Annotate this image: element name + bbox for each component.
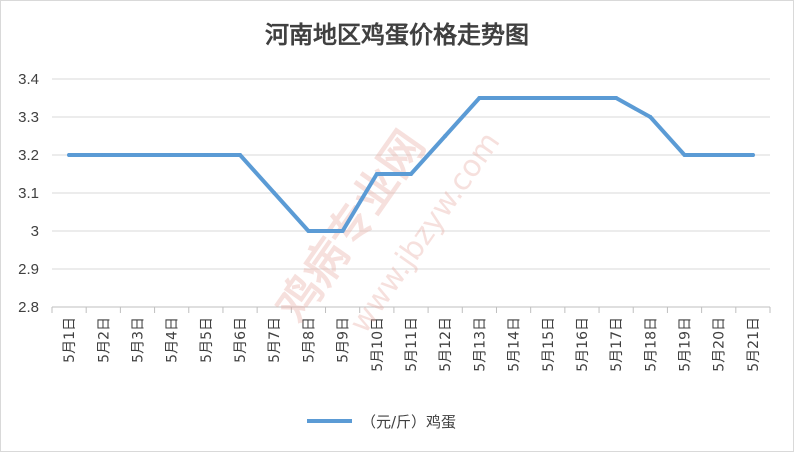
- x-tick-label: 5月20日: [712, 317, 728, 372]
- x-tick-label: 5月2日: [96, 317, 112, 363]
- x-tick-label: 5月7日: [267, 317, 283, 363]
- series-layer: [67, 96, 755, 233]
- data-point: [579, 96, 584, 100]
- data-point: [614, 96, 619, 100]
- legend-label: （元/斤）鸡蛋: [361, 413, 456, 431]
- legend: （元/斤）鸡蛋: [307, 413, 456, 431]
- data-point: [511, 96, 516, 100]
- x-tick-label: 5月4日: [165, 317, 181, 363]
- x-tick-label: 5月19日: [678, 317, 694, 372]
- data-point: [272, 191, 277, 195]
- y-tick-label: 3.4: [18, 71, 39, 88]
- data-point: [203, 153, 208, 157]
- y-tick-label: 3.3: [18, 109, 39, 126]
- data-point: [682, 153, 687, 157]
- data-point: [409, 172, 413, 176]
- x-tick-label: 5月18日: [643, 317, 659, 372]
- grid-lines: [52, 78, 770, 270]
- x-axis-ticks: 5月1日 5月2日 5月3日 5月4日 5月5日 5月6日 5月7日 5月8日 5月9日 5月10…: [62, 317, 762, 372]
- x-tick-label: 5月5日: [199, 317, 215, 363]
- x-tick-label: 5月15日: [541, 317, 557, 372]
- x-tick-label: 5月14日: [507, 317, 523, 372]
- data-point: [750, 153, 755, 157]
- data-point: [101, 153, 106, 157]
- x-tick-label: 5月9日: [336, 317, 352, 363]
- chart-title: 河南地区鸡蛋价格走势图: [265, 21, 529, 49]
- y-tick-label: 3: [31, 223, 39, 240]
- y-tick-label: 3.1: [18, 185, 39, 202]
- x-tick-label: 5月3日: [130, 317, 146, 363]
- x-tick-label: 5月10日: [370, 317, 386, 372]
- data-point: [545, 96, 550, 100]
- x-tick-label: 5月1日: [62, 317, 78, 363]
- x-tick-label: 5月11日: [404, 317, 420, 372]
- y-tick-label: 2.9: [18, 261, 39, 278]
- x-tick-label: 5月16日: [575, 317, 591, 372]
- x-axis: [51, 306, 771, 313]
- data-point: [238, 153, 243, 157]
- y-tick-label: 2.8: [18, 299, 39, 316]
- x-tick-label: 5月21日: [746, 317, 762, 372]
- data-point: [648, 115, 653, 119]
- data-point: [306, 229, 311, 233]
- y-axis-ticks: 2.8 2.9 3 3.1 3.2 3.3 3.4: [18, 71, 39, 316]
- x-tick-label: 5月6日: [233, 317, 249, 363]
- x-tick-label: 5月8日: [301, 317, 317, 363]
- data-point: [135, 153, 140, 157]
- data-point: [477, 96, 482, 100]
- data-point: [443, 134, 448, 138]
- data-point: [67, 153, 72, 157]
- y-tick-label: 3.2: [18, 147, 39, 164]
- x-tick-label: 5月13日: [472, 317, 488, 372]
- x-tick-label: 5月17日: [609, 317, 625, 372]
- data-point: [716, 153, 721, 157]
- data-point: [374, 172, 379, 176]
- data-point: [169, 153, 174, 157]
- data-point: [340, 229, 345, 233]
- x-tick-label: 5月12日: [438, 317, 454, 372]
